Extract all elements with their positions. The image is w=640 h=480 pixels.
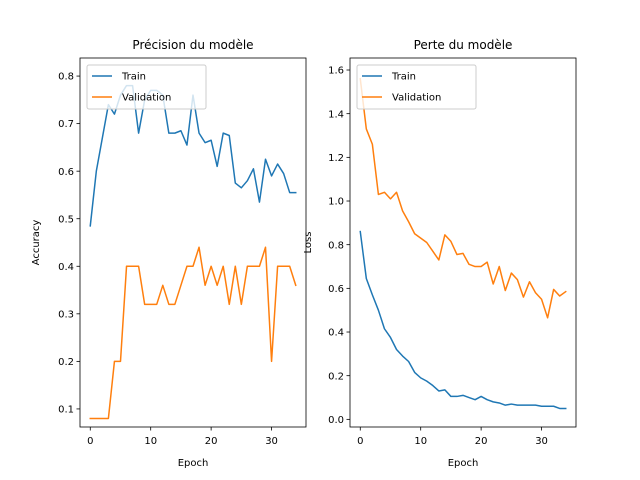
accuracy-y-tick-label: 0.1 <box>58 405 74 416</box>
accuracy-axes-frame <box>79 57 307 428</box>
loss-y-tick-label: 1.4 <box>328 109 344 120</box>
accuracy-ticks: 0 10 20 30 0.1 0.2 0.3 0.4 0.5 0.6 0.7 0.8 <box>58 72 278 447</box>
loss-chart: Perte du modèle Epoch Loss 0 10 20 30 0.0 0.2… <box>303 38 577 469</box>
loss-y-tick-label: 0.6 <box>328 284 344 295</box>
accuracy-legend-label-train: Train <box>121 72 146 83</box>
loss-x-axis-label: Epoch <box>448 458 479 469</box>
loss-axes-frame <box>349 57 577 428</box>
accuracy-x-axis-label: Epoch <box>178 458 209 469</box>
accuracy-x-tick-label: 10 <box>144 436 157 447</box>
accuracy-y-tick-label: 0.7 <box>58 119 74 130</box>
loss-y-tick-label: 0.8 <box>328 240 344 251</box>
accuracy-y-tick-label: 0.6 <box>58 167 74 178</box>
accuracy-series-line-validation <box>89 246 297 420</box>
loss-x-tick-label: 10 <box>414 436 427 447</box>
loss-x-tick-label: 0 <box>357 436 363 447</box>
loss-series-line-validation <box>359 77 567 319</box>
accuracy-y-tick-label: 0.2 <box>58 357 74 368</box>
accuracy-y-tick-label: 0.4 <box>58 262 74 273</box>
accuracy-y-axis-label: Accuracy <box>31 220 42 266</box>
loss-y-tick-label: 1.6 <box>328 66 344 77</box>
loss-chart-title: Perte du modèle <box>414 38 513 52</box>
loss-y-tick-label: 1.2 <box>328 153 344 164</box>
accuracy-legend-box <box>86 64 207 110</box>
loss-legend-label-train: Train <box>391 72 416 83</box>
accuracy-y-tick-label: 0.5 <box>58 214 74 225</box>
accuracy-x-tick-label: 30 <box>265 436 278 447</box>
accuracy-chart: Précision du modèle Epoch Accuracy 0 10 20… <box>31 38 307 469</box>
accuracy-x-tick-label: 20 <box>205 436 218 447</box>
loss-legend-box <box>356 64 477 110</box>
loss-y-axis-label: Loss <box>303 232 314 254</box>
accuracy-legend-label-validation: Validation <box>122 93 171 104</box>
loss-series-lines <box>359 77 567 410</box>
accuracy-legend: Train Validation <box>86 64 207 110</box>
accuracy-x-tick-label: 0 <box>87 436 93 447</box>
accuracy-chart-title: Précision du modèle <box>132 38 253 52</box>
accuracy-y-tick-label: 0.3 <box>58 309 74 320</box>
loss-y-tick-label: 1.0 <box>328 197 344 208</box>
accuracy-y-tick-label: 0.8 <box>58 72 74 83</box>
loss-legend: Train Validation <box>356 64 477 110</box>
loss-x-tick-label: 30 <box>535 436 548 447</box>
loss-ticks: 0 10 20 30 0.0 0.2 0.4 0.6 0.8 1.0 1.2 1.4 1.6 <box>328 66 548 447</box>
loss-x-tick-label: 20 <box>475 436 488 447</box>
loss-y-tick-label: 0.2 <box>328 371 344 382</box>
loss-y-tick-label: 0.4 <box>328 328 344 339</box>
loss-y-tick-label: 0.0 <box>328 415 344 426</box>
loss-legend-label-validation: Validation <box>392 93 441 104</box>
loss-series-line-train <box>359 230 567 410</box>
